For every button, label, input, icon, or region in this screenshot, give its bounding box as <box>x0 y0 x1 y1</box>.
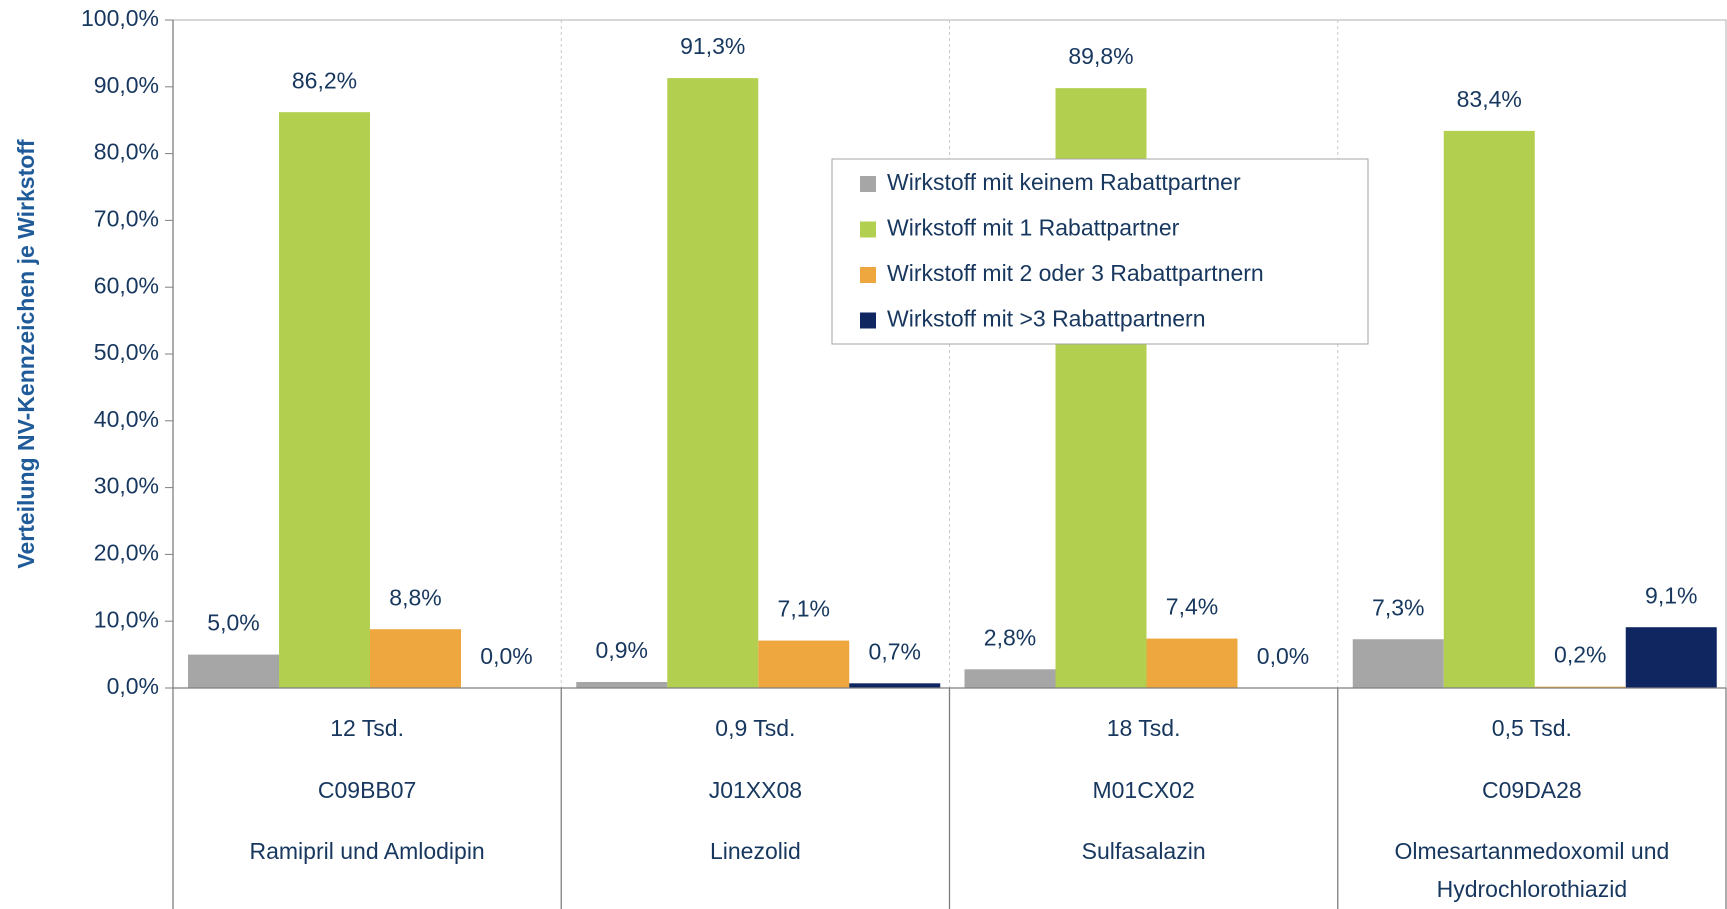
y-axis-title: Verteilung NV-Kennzeichen je Wirkstoff <box>13 139 39 569</box>
value-label: 7,3% <box>1372 594 1424 620</box>
bar <box>279 112 370 688</box>
legend-swatch <box>860 267 876 283</box>
legend-swatch <box>860 312 876 329</box>
y-tick-label: 30,0% <box>94 473 159 499</box>
legend-label: Wirkstoff mit keinem Rabattpartner <box>887 169 1241 195</box>
value-label: 0,9% <box>596 637 648 663</box>
y-tick-label: 0,0% <box>107 673 159 699</box>
y-tick-label: 100,0% <box>81 5 159 31</box>
value-label: 91,3% <box>680 33 745 59</box>
value-label: 0,0% <box>480 643 532 669</box>
category-label: Sulfasalazin <box>1081 838 1206 864</box>
bar <box>1534 686 1626 688</box>
category-label: 0,9 Tsd. <box>715 715 796 741</box>
y-tick-label: 40,0% <box>94 406 159 432</box>
bar <box>1625 627 1717 688</box>
value-label: 7,4% <box>1166 594 1218 620</box>
category-label: Olmesartanmedoxomil und Hydrochlorothiaz… <box>1394 838 1670 902</box>
value-label: 89,8% <box>1068 43 1133 69</box>
category-label: J01XX08 <box>708 777 803 803</box>
y-tick-label: 10,0% <box>94 606 159 632</box>
category-label: C09BB07 <box>317 777 417 803</box>
category-label: 18 Tsd. <box>1106 715 1181 741</box>
bar <box>370 629 461 688</box>
y-tick-label: 20,0% <box>94 539 159 565</box>
y-tick-label: 70,0% <box>94 205 159 231</box>
category-label: M01CX02 <box>1092 777 1195 803</box>
value-label: 9,1% <box>1645 582 1697 608</box>
bar <box>576 681 668 688</box>
category-label: 12 Tsd. <box>330 715 404 741</box>
category-label: Linezolid <box>709 838 801 864</box>
bar <box>1352 639 1444 688</box>
bar <box>964 669 1056 688</box>
bar <box>188 654 279 688</box>
y-tick-label: 60,0% <box>94 272 159 298</box>
value-label: 2,8% <box>984 624 1036 650</box>
value-label: 0,0% <box>1257 643 1309 669</box>
bar <box>667 78 759 689</box>
legend-label: Wirkstoff mit 1 Rabattpartner <box>887 215 1180 241</box>
value-label: 7,1% <box>778 596 830 622</box>
value-label: 5,0% <box>207 610 259 636</box>
category-label: Ramipril und Amlodipin <box>249 838 485 864</box>
bar <box>849 683 941 688</box>
legend-box <box>831 158 1369 345</box>
legend-swatch <box>860 176 876 192</box>
category-label: C09DA28 <box>1482 777 1582 803</box>
legend-label: Wirkstoff mit 2 oder 3 Rabattpartnern <box>887 260 1264 286</box>
bar <box>1146 638 1238 688</box>
value-label: 0,2% <box>1554 642 1606 668</box>
y-tick-label: 50,0% <box>94 339 159 365</box>
value-label: 83,4% <box>1457 86 1522 112</box>
value-label: 8,8% <box>389 584 441 610</box>
bar <box>1443 130 1535 688</box>
legend-label: Wirkstoff mit >3 Rabattpartnern <box>887 306 1206 332</box>
y-tick-label: 80,0% <box>94 139 159 165</box>
value-label: 0,7% <box>869 638 921 664</box>
category-label: 0,5 Tsd. <box>1491 715 1572 741</box>
legend-swatch <box>860 221 876 238</box>
bar <box>758 640 850 688</box>
value-label: 86,2% <box>292 67 357 93</box>
y-tick-label: 90,0% <box>94 72 159 98</box>
